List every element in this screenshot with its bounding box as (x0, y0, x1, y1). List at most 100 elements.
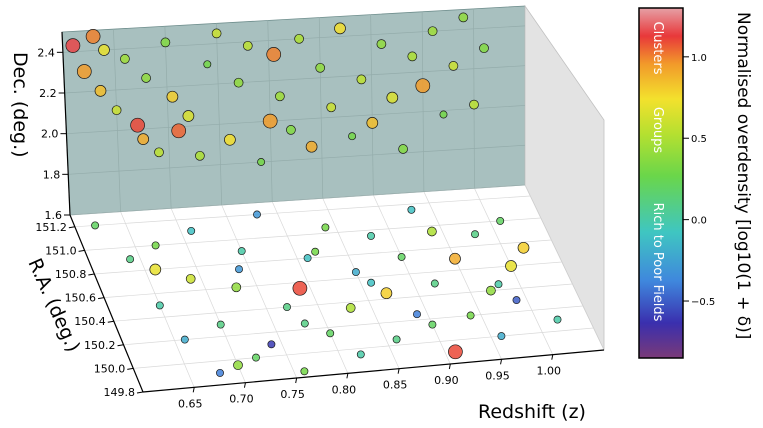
data-point (294, 33, 304, 44)
data-point (407, 205, 416, 214)
x-tick-label: 0.65 (178, 397, 203, 410)
colorbar (638, 7, 684, 359)
x-tick-mark (500, 359, 503, 365)
data-point (356, 350, 365, 359)
data-point (300, 367, 309, 376)
floor-grid-line (170, 208, 246, 383)
dec-axis-line (61, 31, 71, 216)
floor-grid-line (221, 204, 297, 379)
data-point (182, 110, 195, 122)
data-point (252, 353, 260, 362)
floor-grid-line (104, 261, 562, 298)
data-point (311, 247, 320, 256)
data-point (180, 335, 189, 344)
data-point (231, 282, 242, 293)
data-point (448, 61, 459, 71)
data-point (428, 320, 437, 329)
data-point (149, 263, 162, 276)
y-tick-label: 149.8 (104, 386, 136, 399)
data-point (235, 265, 243, 274)
data-point (321, 223, 330, 232)
data-point (366, 117, 379, 129)
wall-grid-line (113, 29, 121, 212)
data-point (345, 303, 356, 313)
y-tick-label: 150.2 (84, 339, 116, 352)
x-tick-mark (448, 363, 451, 370)
wall-grid-line (215, 23, 223, 206)
data-point (305, 140, 318, 153)
data-point (376, 39, 387, 49)
x-tick-label: 1.00 (537, 365, 562, 378)
y-tick-label: 150.4 (74, 315, 106, 328)
data-point (292, 280, 308, 296)
wall-grid-line (370, 14, 374, 196)
data-point (137, 133, 150, 145)
data-point (367, 231, 375, 240)
floor-grid-line (133, 327, 594, 369)
data-point (471, 230, 479, 239)
y-tick-mark (127, 367, 134, 370)
colorbar-tick-label: 0.5 (691, 134, 707, 145)
data-point (195, 150, 205, 161)
data-point (348, 132, 357, 141)
y-tick-mark (88, 273, 95, 276)
data-point (386, 91, 399, 104)
data-point (351, 268, 360, 277)
y-tick-label: 151.0 (45, 244, 77, 257)
data-point (216, 320, 225, 329)
data-point (497, 332, 506, 341)
floor-grid-line (74, 195, 531, 228)
redshift-axis-title: Redshift (z) (478, 401, 586, 423)
x-tick-label: 0.95 (485, 369, 510, 382)
y-tick-mark (107, 320, 114, 323)
floor-pane (69, 184, 605, 393)
colorbar-tick-label: −0.5 (691, 297, 715, 308)
data-point (111, 105, 122, 116)
colorbar-ticks: −0.5 0.0 0.5 1.0 (683, 53, 715, 308)
data-point (286, 125, 296, 135)
colorbar-band-fields: Rich to Poor Fields (650, 203, 665, 322)
y-tick-label: 151.2 (35, 221, 67, 234)
x-tick-mark (192, 387, 195, 393)
data-point (315, 62, 326, 73)
data-point (224, 133, 236, 146)
data-point (439, 110, 448, 119)
data-point (253, 210, 261, 219)
wall-grid-line (473, 8, 475, 189)
data-point (151, 241, 160, 250)
data-point (233, 77, 244, 88)
data-point (130, 117, 145, 133)
dec-axis-title: Dec. (deg.) (9, 52, 31, 158)
floor-grid-line (322, 198, 400, 369)
data-point (334, 22, 346, 35)
floor-grid-line (373, 194, 451, 365)
x-tick-label: 0.85 (383, 379, 408, 392)
redshift-axis-line (142, 349, 605, 393)
y-tick-mark (68, 226, 75, 229)
wall-grid-line (69, 184, 526, 216)
floor-grid-line (94, 239, 552, 275)
x-tick-mark (243, 382, 246, 388)
data-point (98, 44, 110, 56)
data-point (505, 260, 517, 272)
data-point (356, 74, 367, 85)
wall-grid-line (64, 65, 526, 94)
wall-grid-line (421, 11, 425, 192)
axis-ticks: 0.65 0.70 0.75 0.80 0.85 0.90 0.95 1.00 149.8 150… (35, 46, 561, 410)
floor-grid-line (123, 305, 583, 346)
data-point (154, 147, 164, 158)
x-tick-label: 0.90 (434, 374, 459, 387)
y-tick-label: 150.6 (65, 292, 97, 305)
y-tick-mark (117, 344, 124, 347)
colorbar-band-groups: Groups (650, 107, 665, 154)
x-tick-mark (295, 377, 298, 384)
x-tick-mark (397, 368, 400, 374)
data-point (237, 247, 246, 256)
data-point (326, 329, 335, 338)
x-tick-mark (346, 373, 349, 379)
x-tick-label: 0.80 (332, 383, 357, 396)
data-point (512, 296, 521, 305)
data-point (233, 360, 243, 371)
z-tick-label: 1.8 (43, 168, 61, 181)
data-point (203, 60, 212, 69)
